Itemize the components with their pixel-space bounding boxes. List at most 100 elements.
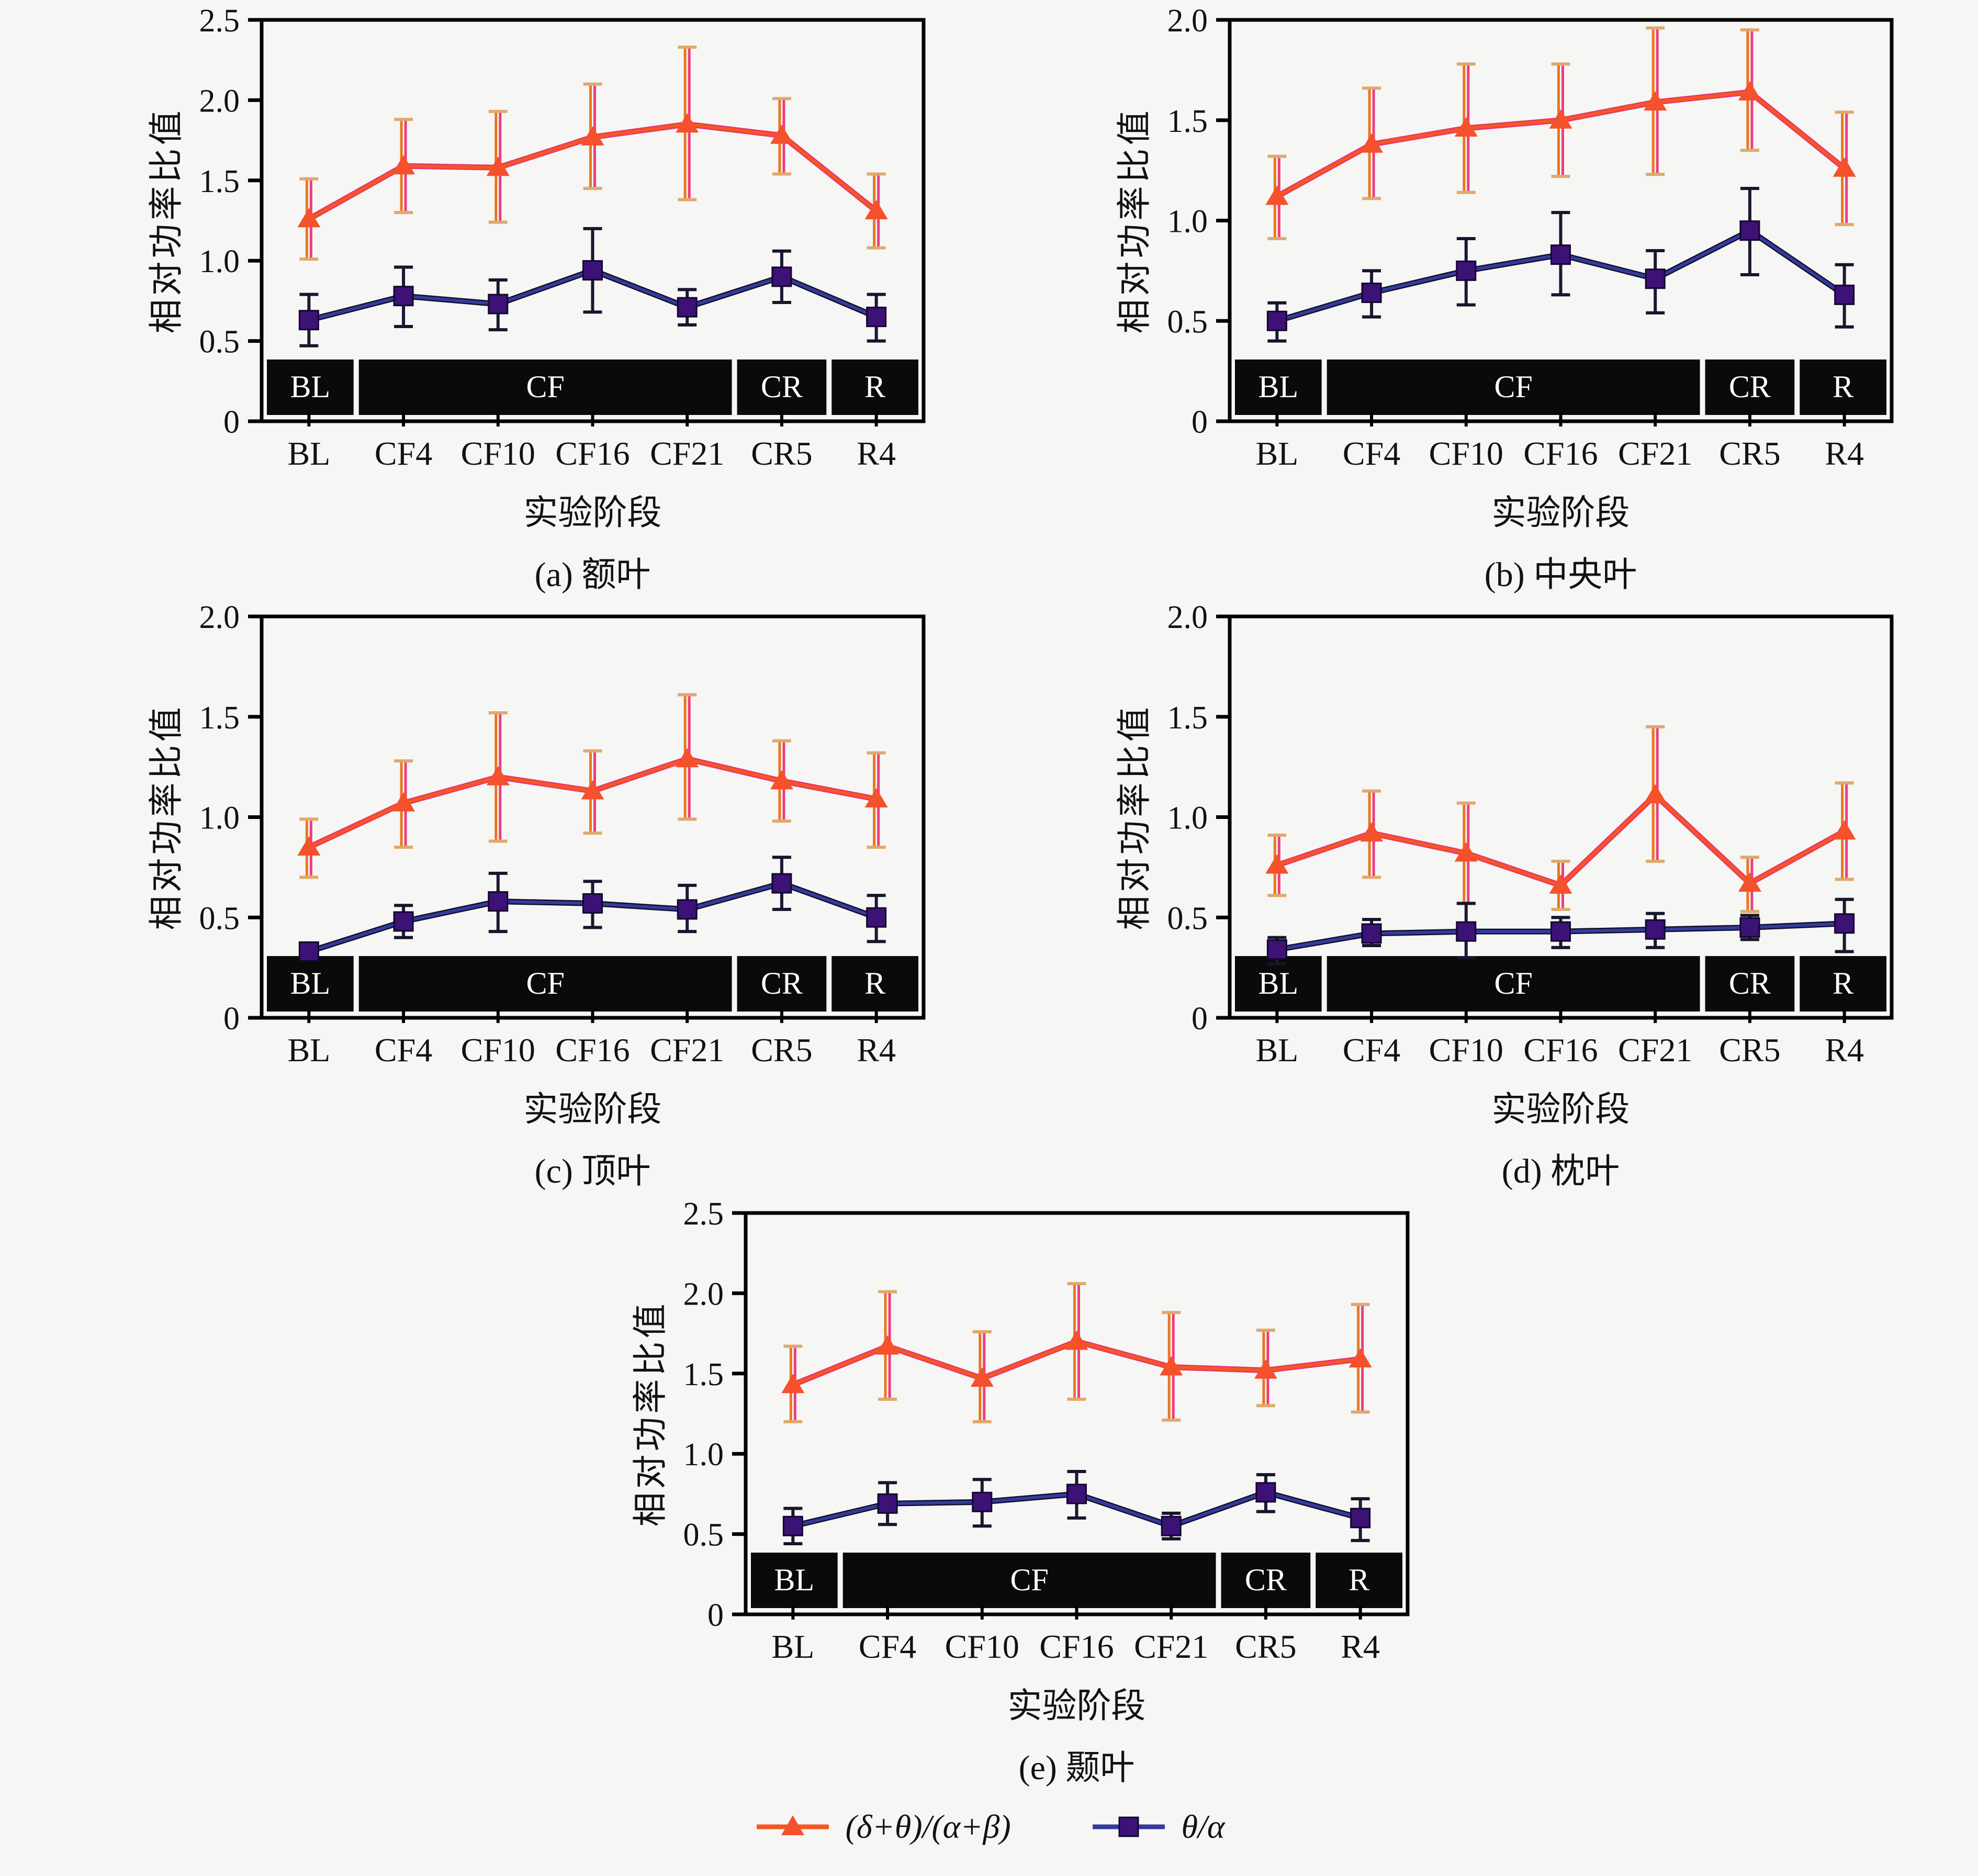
stage-band-label: CF bbox=[526, 966, 564, 1001]
y-tick-label: 2.0 bbox=[199, 602, 240, 635]
chart-occipital-svg: BL CF CR R 0 0.5 1.0 1.5 2.0 BL CF4 CF10 CF16 CF21 CR5… bbox=[1116, 602, 1894, 1190]
data-point-square bbox=[1739, 917, 1760, 938]
y-tick-label: 2.0 bbox=[1167, 602, 1208, 635]
data-point-square bbox=[1456, 921, 1477, 942]
x-tick-label: CF16 bbox=[1039, 1628, 1114, 1665]
data-point-triangle bbox=[1454, 842, 1478, 862]
data-point-square bbox=[677, 899, 698, 920]
data-point-triangle bbox=[1549, 109, 1572, 129]
chart-frontal-svg: BL CF CR R 0 0.5 1.0 1.5 2.0 2.5 BL CF4 CF10 CF16 CF21… bbox=[148, 5, 926, 594]
stage-band-label: CR bbox=[761, 966, 803, 1001]
chart-central: BL CF CR R 0 0.5 1.0 1.5 2.0 BL CF4 CF10 CF16 CF21 CR5… bbox=[1039, 5, 1907, 602]
legend: (δ+θ)/(α+β) θ/α bbox=[0, 1798, 1978, 1856]
y-axis-title: 相对功率比值 bbox=[1116, 704, 1154, 930]
data-point-triangle bbox=[1454, 117, 1478, 137]
data-point-triangle bbox=[581, 780, 604, 800]
stage-band-cf bbox=[358, 956, 732, 1012]
chart-caption: (b) 中央叶 bbox=[1485, 556, 1637, 594]
x-tick-label: CR5 bbox=[1719, 435, 1780, 472]
stage-band-cf bbox=[1327, 956, 1700, 1012]
stage-band-cr bbox=[1705, 956, 1795, 1012]
y-tick-label: 1.5 bbox=[1167, 104, 1208, 139]
y-tick-label: 0 bbox=[223, 1001, 240, 1037]
data-point-square bbox=[1739, 220, 1760, 241]
data-point-square bbox=[1255, 1482, 1276, 1503]
x-tick-label: CF10 bbox=[461, 435, 535, 472]
data-point-triangle bbox=[1833, 820, 1856, 840]
stage-band-label: BL bbox=[290, 369, 331, 404]
stage-band-label: R bbox=[1833, 369, 1853, 404]
stage-band-cr bbox=[1221, 1553, 1311, 1608]
x-tick-label: CF21 bbox=[1618, 435, 1692, 472]
data-point-triangle bbox=[392, 155, 415, 175]
plot-frame bbox=[260, 18, 926, 423]
stage-band-label: CF bbox=[1494, 369, 1532, 404]
y-tick-label: 2.5 bbox=[683, 1198, 724, 1232]
data-point-triangle bbox=[1265, 185, 1289, 205]
x-axis-title: 实验阶段 bbox=[524, 1091, 662, 1129]
series-line-under bbox=[1275, 89, 1847, 199]
data-point-triangle bbox=[1738, 872, 1761, 892]
stage-band-label: CR bbox=[1729, 966, 1771, 1001]
y-axis-title: 相对功率比值 bbox=[148, 108, 186, 334]
chart-temporal: BL CF CR R 0 0.5 1.0 1.5 2.0 2.5 BL CF4 CF10 CF16 CF21… bbox=[555, 1198, 1423, 1795]
stage-band-label: CF bbox=[1494, 966, 1532, 1001]
data-point-triangle bbox=[1644, 784, 1667, 804]
x-axis-title: 实验阶段 bbox=[1492, 494, 1630, 532]
y-tick-label: 0.5 bbox=[1167, 901, 1208, 936]
y-tick-label: 2.0 bbox=[199, 83, 240, 119]
stage-band-label: CF bbox=[526, 369, 564, 404]
data-point-triangle bbox=[297, 208, 321, 228]
data-point-square bbox=[298, 941, 319, 962]
chart-parietal: BL CF CR R 0 0.5 1.0 1.5 2.0 BL CF4 CF10 CF16 CF21 CR5… bbox=[71, 602, 939, 1198]
data-point-square bbox=[771, 873, 792, 894]
x-tick-label: BL bbox=[287, 435, 330, 472]
data-point-triangle bbox=[1360, 822, 1384, 842]
y-tick-label: 1.0 bbox=[199, 244, 240, 279]
x-tick-label: CF10 bbox=[945, 1628, 1019, 1665]
x-tick-label: CF10 bbox=[461, 1031, 535, 1069]
x-tick-label: CF4 bbox=[375, 1031, 432, 1069]
data-point-triangle bbox=[486, 156, 510, 176]
x-tick-label: CF21 bbox=[1618, 1031, 1692, 1069]
stage-band-label: CR bbox=[1245, 1563, 1287, 1597]
y-tick-label: 1.5 bbox=[199, 164, 240, 199]
chart-caption: (d) 枕叶 bbox=[1502, 1152, 1620, 1190]
data-point-triangle bbox=[392, 792, 415, 812]
data-point-square bbox=[1834, 913, 1855, 934]
chart-caption: (c) 顶叶 bbox=[535, 1152, 651, 1190]
series-line bbox=[1276, 90, 1846, 198]
y-tick-label: 0 bbox=[223, 405, 240, 440]
charts-row-2: BL CF CR R 0 0.5 1.0 1.5 2.0 BL CF4 CF10 CF16 CF21 CR5… bbox=[0, 602, 1978, 1198]
stage-band-label: CR bbox=[761, 369, 803, 404]
square-series-marker-icon bbox=[1092, 1816, 1165, 1837]
x-tick-label: CF21 bbox=[1134, 1628, 1208, 1665]
y-tick-label: 1.0 bbox=[683, 1437, 724, 1473]
data-point-triangle bbox=[970, 1367, 994, 1387]
stage-band-r bbox=[831, 360, 918, 415]
x-axis-title: 实验阶段 bbox=[1492, 1091, 1630, 1129]
chart-temporal-svg: BL CF CR R 0 0.5 1.0 1.5 2.0 2.5 BL CF4 CF10 CF16 CF21… bbox=[632, 1198, 1410, 1787]
data-point-triangle bbox=[1160, 1356, 1183, 1376]
y-tick-label: 2.0 bbox=[683, 1276, 724, 1312]
data-point-square bbox=[1645, 268, 1666, 289]
legend-triangle bbox=[781, 1815, 804, 1835]
x-tick-label: R4 bbox=[1825, 1031, 1864, 1069]
data-point-square bbox=[488, 891, 509, 912]
charts-row-3: BL CF CR R 0 0.5 1.0 1.5 2.0 2.5 BL CF4 CF10 CF16 CF21… bbox=[0, 1198, 1978, 1795]
stage-band-cr bbox=[737, 360, 827, 415]
stage-band-cf bbox=[842, 1553, 1216, 1608]
data-point-square bbox=[1350, 1508, 1371, 1529]
stage-band-r bbox=[1316, 1553, 1402, 1608]
stage-band-r bbox=[1800, 360, 1886, 415]
chart-central-svg: BL CF CR R 0 0.5 1.0 1.5 2.0 BL CF4 CF10 CF16 CF21 CR5… bbox=[1116, 5, 1894, 594]
data-point-square bbox=[1361, 923, 1382, 944]
data-point-square bbox=[582, 260, 603, 281]
data-point-triangle bbox=[1065, 1330, 1088, 1350]
x-tick-label: R4 bbox=[857, 1031, 896, 1069]
x-tick-label: CF21 bbox=[650, 435, 724, 472]
stage-band-cr bbox=[737, 956, 827, 1012]
data-point-triangle bbox=[1738, 81, 1761, 101]
data-point-triangle bbox=[676, 113, 699, 133]
